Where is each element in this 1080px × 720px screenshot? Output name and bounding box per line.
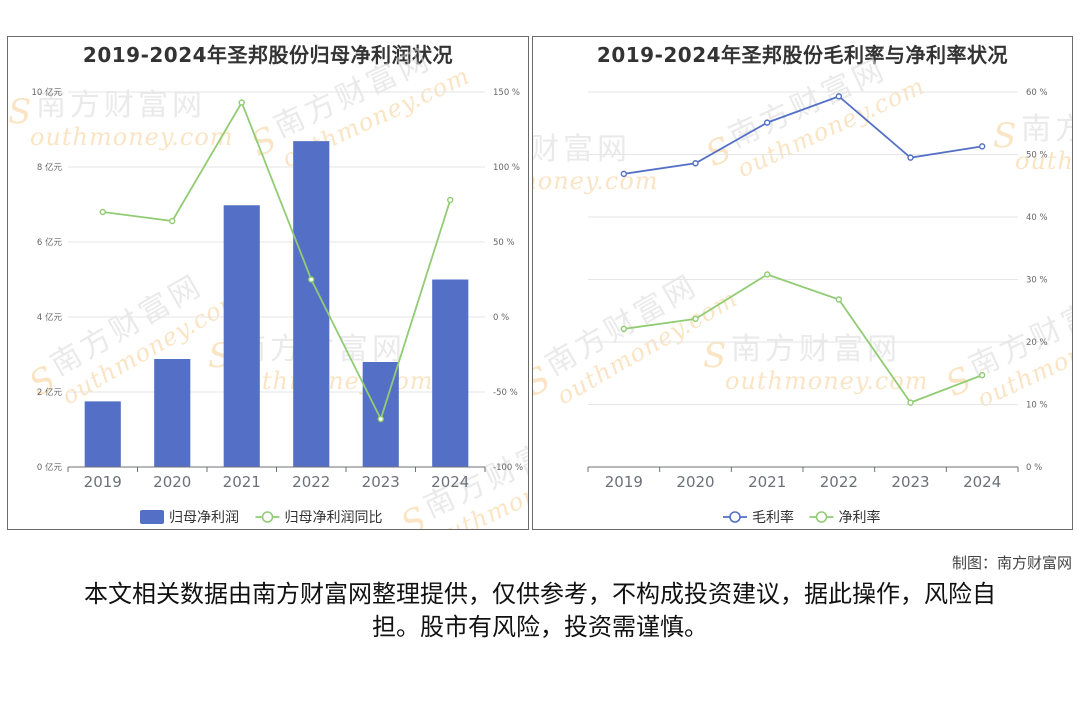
- series-line-0: [623, 95, 983, 175]
- legend-label-1: 归母净利润同比: [285, 509, 383, 526]
- y-right-tick-label: 150 %: [493, 88, 520, 98]
- legend-swatch-0: [140, 510, 164, 524]
- y-right-tick-label: 100 %: [493, 163, 520, 173]
- legend-label-1: 净利率: [839, 509, 881, 526]
- x-tick-label-2019: 2019: [605, 473, 643, 491]
- watermark-site: outhmoney.com: [30, 123, 234, 151]
- bar-2019: [84, 401, 121, 467]
- y-right-tick-label: 60 %: [1026, 88, 1048, 98]
- x-tick-label-2020: 2020: [153, 473, 191, 491]
- point-1-2020: [692, 315, 699, 323]
- y-left-tick-label: 0 亿元: [37, 462, 63, 473]
- watermark-brand: 南方财富网: [533, 132, 631, 167]
- point-1-2021: [238, 99, 245, 106]
- watermark-site: outhmoney.com: [725, 367, 929, 395]
- x-tick-label-2019: 2019: [84, 473, 122, 491]
- y-left-tick-label: 8 亿元: [37, 162, 63, 173]
- x-tick-label-2022: 2022: [820, 473, 858, 491]
- chart-title-margin: 2019-2024年圣邦股份毛利率与净利率状况: [596, 43, 1009, 67]
- point-0-2024: [978, 143, 986, 150]
- watermark-s: S: [993, 116, 1016, 156]
- legend-label-0: 归母净利润: [169, 509, 239, 526]
- watermark-s: S: [8, 92, 31, 132]
- y-right-tick-label: -50 %: [493, 388, 518, 398]
- x-tick-label-2024: 2024: [963, 473, 1001, 491]
- margin-chart-svg: S南方财富网outhmoney.comS南方财富网outhmoney.comS南…: [533, 52, 1073, 526]
- x-tick-label-2024: 2024: [431, 473, 469, 491]
- point-1-2023: [377, 415, 384, 423]
- point-1-2019: [620, 325, 628, 333]
- chart-title-profit: 2019-2024年圣邦股份归母净利润状况: [82, 43, 454, 67]
- y-right-tick-label: 50 %: [493, 238, 515, 248]
- point-0-2023: [907, 154, 914, 161]
- legend-swatch-marker-0: [729, 511, 741, 523]
- y-left-tick-label: 6 亿元: [37, 237, 63, 248]
- watermark-brand: 南方财富网: [36, 88, 206, 123]
- legend-swatch-marker-1: [815, 511, 828, 523]
- watermark-brand: 南方财富网: [731, 332, 901, 367]
- point-1-2021: [763, 271, 771, 278]
- point-0-2019: [620, 170, 628, 178]
- bar-2020: [154, 359, 191, 467]
- point-0-2022: [835, 93, 843, 100]
- y-right-tick-label: 10 %: [1026, 401, 1048, 411]
- right-chart-panel: 2019-2024年圣邦股份毛利率与净利率状况 S南方财富网outhmoney.…: [532, 36, 1073, 530]
- watermark-site: outhmoney.com: [1015, 147, 1073, 175]
- point-1-2022: [835, 296, 843, 303]
- disclaimer-text: 本文相关数据由南方财富网整理提供，仅供参考，不构成投资建议，据此操作，风险自担。…: [84, 580, 996, 641]
- watermark-brand: 南方财富网: [1021, 112, 1073, 147]
- chart-credit: 制图：南方财富网: [951, 554, 1072, 572]
- watermark-s: S: [703, 336, 726, 376]
- x-tick-label-2022: 2022: [292, 473, 330, 491]
- y-left-tick-label: 10 亿元: [31, 87, 62, 98]
- y-right-tick-label: 0 %: [1026, 463, 1042, 473]
- bar-2024: [432, 279, 469, 467]
- x-tick-label-2021: 2021: [223, 473, 261, 491]
- watermark-site: outhmoney.com: [230, 367, 434, 395]
- legend-swatch-marker-1: [261, 511, 274, 523]
- x-tick-label-2023: 2023: [891, 473, 929, 491]
- bar-2021: [223, 205, 260, 467]
- legend-label-0: 毛利率: [752, 509, 794, 526]
- y-right-tick-label: 20 %: [1026, 338, 1048, 348]
- y-right-tick-label: 40 %: [1026, 213, 1048, 223]
- y-right-tick-label: 30 %: [1026, 276, 1048, 286]
- point-0-2021: [763, 119, 771, 126]
- y-left-tick-label: 4 亿元: [37, 312, 63, 323]
- y-right-tick-label: 50 %: [1026, 151, 1048, 161]
- y-right-tick-label: 0 %: [493, 313, 509, 323]
- left-chart-panel: 2019-2024年圣邦股份归母净利润状况 S 南方财富网 outhmoney.co…: [7, 36, 529, 530]
- y-right-tick-label: -100 %: [493, 463, 523, 473]
- x-tick-label-2020: 2020: [676, 473, 714, 491]
- x-tick-label-2021: 2021: [748, 473, 786, 491]
- profit-chart-svg: S南方财富网outhmoney.comS南方财富网outhmoney.comS南…: [8, 42, 528, 529]
- point-0-2020: [692, 160, 699, 167]
- series-line-1: [102, 100, 452, 422]
- point-1-2020: [169, 217, 176, 225]
- point-1-2019: [99, 208, 106, 216]
- point-1-2022: [308, 276, 315, 283]
- series-line-1: [623, 273, 983, 404]
- x-tick-label-2023: 2023: [362, 473, 400, 491]
- point-1-2023: [907, 399, 914, 406]
- point-1-2024: [978, 371, 986, 379]
- point-1-2024: [447, 196, 454, 204]
- y-left-tick-label: 2 亿元: [37, 387, 63, 398]
